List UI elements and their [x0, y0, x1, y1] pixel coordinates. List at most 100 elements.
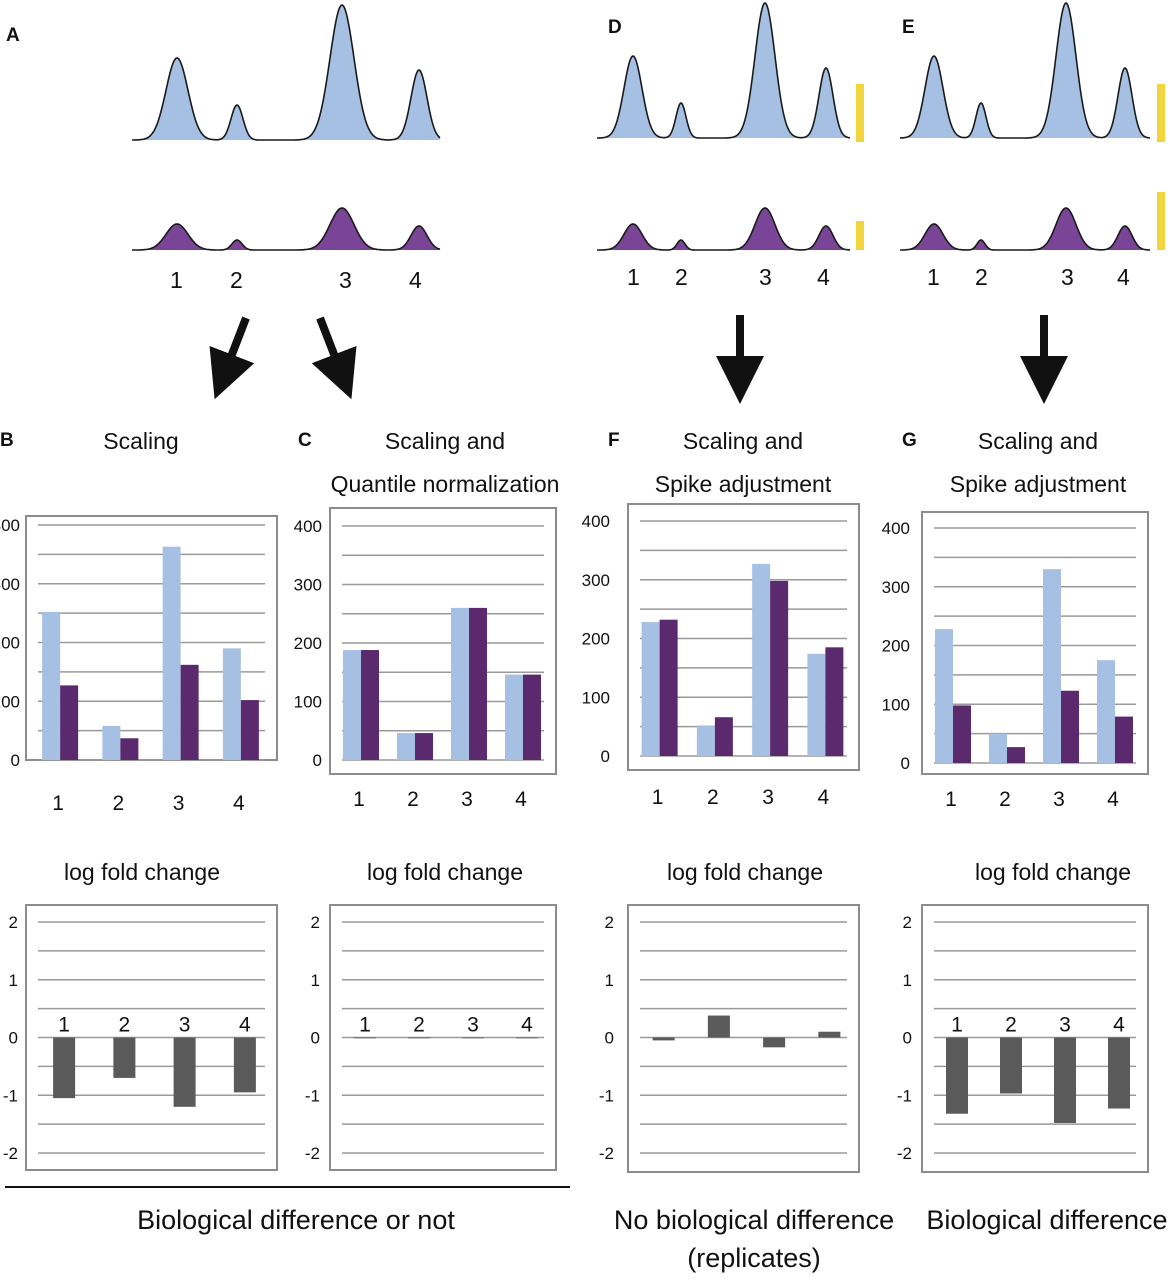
y-tick-label: 0: [605, 1029, 614, 1048]
category-label: 4: [1107, 788, 1119, 811]
category-label: 4: [521, 1014, 533, 1037]
y-tick-label: 2: [311, 913, 320, 932]
peak-label-1: 1: [170, 267, 183, 293]
bar-top-sample: [1097, 660, 1115, 763]
category-label: 1: [951, 1014, 963, 1037]
y-tick-label: 2: [605, 913, 614, 932]
category-label: 2: [407, 788, 419, 811]
y-tick-label: 1: [9, 971, 18, 990]
y-tick-label: -1: [3, 1086, 18, 1105]
chart-title-g-log: log fold change: [975, 859, 1131, 885]
panel-letter-a: A: [6, 25, 20, 46]
y-tick-label: 100: [294, 693, 322, 712]
bar-bottom-sample: [714, 717, 733, 756]
caption-biological-difference-or-not: Biological difference or not: [137, 1205, 455, 1235]
logfc-bar: [946, 1037, 968, 1114]
bar-bottom-sample: [120, 738, 139, 760]
bar-chart-scaling: 400 300 200 100 0 1 2 3 4: [0, 515, 278, 815]
y-tick-label: -2: [599, 1144, 614, 1163]
y-tick-label: 1: [311, 971, 320, 990]
peak-label-2: 2: [230, 267, 243, 293]
y-tick-label: 200: [582, 630, 610, 649]
chart-title-g-line2: Spike adjustment: [950, 471, 1127, 497]
bar-top-sample: [807, 653, 826, 756]
peak-trace-area: [132, 208, 440, 250]
panel-letter-b: B: [0, 430, 14, 451]
bar-top-sample: [397, 733, 415, 760]
y-tick-label: 100: [882, 695, 910, 714]
bar-top-sample: [343, 650, 361, 760]
y-tick-label: 400: [0, 516, 20, 535]
peaks-d-bottom-trace: [597, 207, 850, 251]
peak-label-2: 2: [975, 264, 988, 290]
spike-in-bar-e-top: [1157, 84, 1165, 142]
category-label: 3: [762, 786, 774, 809]
category-label: 2: [413, 1014, 425, 1037]
y-tick-label: 0: [601, 747, 610, 766]
arrow-a-to-b: [209, 316, 255, 400]
peak-trace-area: [597, 3, 850, 138]
category-label: 1: [58, 1014, 70, 1037]
chart-title-f-log: log fold change: [667, 859, 823, 885]
category-label: 3: [179, 1014, 191, 1037]
category-label: 3: [173, 792, 185, 815]
y-tick-label: -1: [599, 1086, 614, 1105]
peak-trace-outline: [900, 2, 1151, 139]
bar-top-sample: [752, 563, 771, 756]
chart-title-b-log: log fold change: [64, 859, 220, 885]
category-label: 4: [515, 788, 527, 811]
panel-letter-d: D: [608, 17, 622, 38]
peaks-d-top-trace: [597, 2, 851, 139]
bar-top-sample: [222, 648, 241, 760]
caption-no-biological-difference: No biological difference: [614, 1205, 894, 1235]
logfc-bar: [818, 1031, 841, 1038]
y-tick-label: 0: [901, 754, 910, 773]
logfc-bar: [1000, 1037, 1022, 1094]
bar-bottom-sample: [240, 700, 259, 760]
category-label: 3: [467, 1014, 479, 1037]
peak-trace-outline: [597, 2, 851, 139]
logfc-bar: [233, 1037, 256, 1093]
peak-label-2: 2: [675, 264, 688, 290]
peak-trace-outline: [132, 4, 441, 141]
category-label: 2: [113, 792, 125, 815]
bar-top-sample: [935, 629, 953, 763]
y-tick-label: 0: [9, 1029, 18, 1048]
spike-in-bar-d-bottom: [856, 221, 864, 250]
peak-trace-area: [132, 5, 440, 140]
logfc-chart-spike-difference: 2 1 0 -1 -2 1 2 3 4: [897, 904, 1149, 1173]
bar-bottom-sample: [1007, 747, 1025, 763]
y-tick-label: 0: [11, 751, 20, 770]
bar-top-sample: [102, 725, 121, 760]
y-tick-label: 200: [294, 634, 322, 653]
y-tick-label: -1: [305, 1086, 320, 1105]
logfc-bar: [462, 1037, 484, 1039]
y-tick-label: 2: [903, 913, 912, 932]
y-tick-label: 2: [9, 913, 18, 932]
category-label: 4: [1113, 1014, 1125, 1037]
category-label: 1: [652, 786, 664, 809]
bar-top-sample: [162, 546, 181, 760]
bar-top-sample: [1043, 569, 1061, 763]
category-label: 3: [1053, 788, 1065, 811]
logfc-bar: [1108, 1037, 1130, 1109]
y-tick-label: 400: [294, 517, 322, 536]
category-label: 4: [818, 786, 830, 809]
bar-bottom-sample: [361, 650, 379, 760]
y-tick-label: 400: [882, 519, 910, 538]
y-tick-label: 300: [0, 575, 20, 594]
y-tick-label: 0: [313, 751, 322, 770]
chart-title-g-line1: Scaling and: [978, 428, 1098, 454]
bar-bottom-sample: [825, 647, 844, 756]
chart-title-f-line2: Spike adjustment: [655, 471, 832, 497]
chart-title-c-line2: Quantile normalization: [331, 471, 560, 497]
category-label: 4: [233, 792, 245, 815]
bar-chart-spike-difference: 400 300 200 100 0 1 2 3 4: [882, 511, 1149, 811]
bar-chart-spike-replicates: 400 300 200 100 0 1 2 3 4: [582, 503, 860, 809]
y-tick-label: 1: [605, 971, 614, 990]
caption-biological-difference: Biological difference: [926, 1205, 1167, 1235]
y-tick-label: 300: [582, 571, 610, 590]
y-tick-label: 400: [582, 512, 610, 531]
bar-top-sample: [696, 725, 715, 756]
